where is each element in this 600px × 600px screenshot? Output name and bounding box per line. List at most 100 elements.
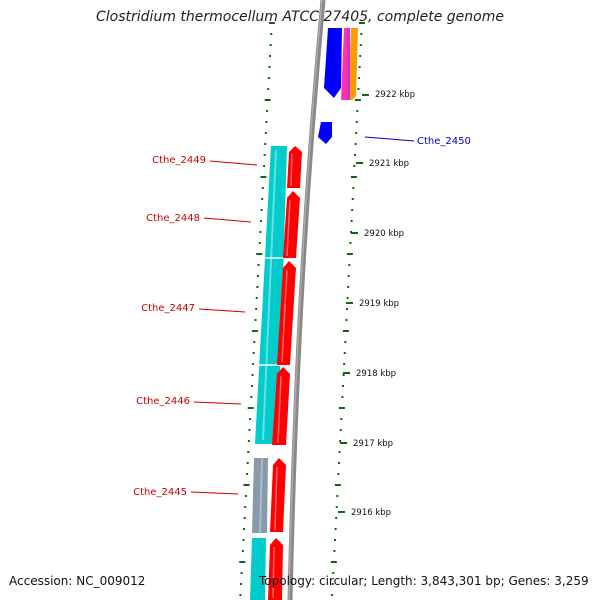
tick-mark <box>244 495 247 497</box>
scale-tick <box>343 372 350 374</box>
tick-mark <box>243 517 246 519</box>
tick-mark <box>342 330 349 332</box>
backbone-line <box>287 0 326 600</box>
label-leader-line <box>209 160 258 166</box>
tick-mark <box>263 165 266 167</box>
gene-block <box>348 28 358 100</box>
tick-mark <box>358 77 361 79</box>
tick-mark <box>252 352 255 354</box>
scale-label: 2921 kbp <box>369 159 409 169</box>
gene-highlight <box>262 149 277 441</box>
tick-mark <box>338 407 345 409</box>
tick-mark <box>336 495 339 497</box>
tick-mark <box>354 143 357 145</box>
tick-mark <box>339 429 342 431</box>
tick-mark <box>257 264 260 266</box>
tick-mark <box>239 561 246 563</box>
tick-mark <box>256 286 259 288</box>
tick-mark <box>246 473 249 475</box>
tick-mark <box>249 418 252 420</box>
tick-mark <box>347 286 350 288</box>
tick-mark <box>264 143 267 145</box>
label-leader-line <box>190 491 239 495</box>
tick-mark <box>243 528 246 530</box>
tick-mark <box>337 473 340 475</box>
tick-mark <box>252 363 255 365</box>
tick-mark <box>256 275 259 277</box>
tick-mark <box>254 319 257 321</box>
scale-labels: 2922 kbp 2921 kbp 2920 kbp 2919 kbp 2918 kbp… <box>338 90 415 518</box>
tick-mark <box>260 176 267 178</box>
tick-mark <box>269 44 272 46</box>
gene-features <box>250 28 358 600</box>
tick-mark <box>346 308 349 310</box>
accession-text: Accession: NC_009012 <box>9 574 146 588</box>
gene-highlight <box>290 153 293 187</box>
tick-mark <box>244 506 247 508</box>
gene-Cthe_2449 <box>287 146 302 188</box>
tick-mark <box>339 440 342 442</box>
gene-Cthe_2447 <box>277 261 296 365</box>
tick-mark <box>338 451 341 453</box>
tick-mark <box>247 451 250 453</box>
tick-mark <box>334 484 341 486</box>
gene-label: Cthe_2447 <box>141 303 195 314</box>
gene-Cthe_2445 <box>270 458 286 532</box>
tick-mark <box>352 187 355 189</box>
tick-mark <box>268 22 275 24</box>
tick-mark <box>354 154 357 156</box>
tick-mark <box>338 462 341 464</box>
tick-mark <box>358 66 361 68</box>
tick-mark <box>332 572 335 574</box>
tick-mark <box>355 121 358 123</box>
tick-mark <box>243 484 250 486</box>
tick-mark <box>265 121 268 123</box>
genome-summary-text: Topology: circular; Length: 3,843,301 bp… <box>259 574 589 588</box>
tick-mark <box>247 407 254 409</box>
tick-mark <box>358 22 365 24</box>
tick-mark <box>340 418 343 420</box>
gene-block <box>324 28 342 98</box>
tick-mark <box>261 187 264 189</box>
tick-mark <box>251 330 258 332</box>
tick-mark <box>334 539 337 541</box>
tick-mark <box>351 209 354 211</box>
tick-mark <box>251 374 254 376</box>
scale-label: 2916 kbp <box>351 508 391 518</box>
tick-mark <box>333 550 336 552</box>
tick-mark <box>270 33 273 35</box>
tick-mark <box>346 297 349 299</box>
tick-mark <box>258 242 261 244</box>
gene-block <box>347 28 350 100</box>
tick-mark <box>247 440 250 442</box>
tick-mark <box>250 385 253 387</box>
tick-mark <box>267 88 270 90</box>
scale-tick <box>340 442 347 444</box>
gene-label: Cthe_2448 <box>146 213 200 224</box>
tick-mark <box>269 55 272 57</box>
scale-label: 2917 kbp <box>353 439 393 449</box>
label-leader-line <box>198 308 246 313</box>
tick-mark <box>250 396 253 398</box>
gene-highlight <box>259 457 263 534</box>
tick-mark <box>360 33 363 35</box>
tick-mark <box>341 396 344 398</box>
tick-mark <box>240 572 243 574</box>
tick-mark <box>351 198 354 200</box>
gene-highlight <box>281 269 288 363</box>
gene-Cthe_2446 <box>272 367 290 445</box>
gene-label: Cthe_2449 <box>152 155 206 166</box>
gene-label: Cthe_2446 <box>136 396 190 407</box>
tick-mark <box>255 297 258 299</box>
tick-mark <box>335 517 338 519</box>
scale-tick <box>362 94 369 96</box>
gene-labels: Cthe_2450 Cthe_2449 Cthe_2448 Cthe_2447 Cthe… <box>133 136 471 498</box>
tick-mark <box>256 253 263 255</box>
tick-mark <box>356 110 359 112</box>
tick-mark <box>350 220 353 222</box>
scale-label: 2920 kbp <box>364 229 404 239</box>
tick-mark <box>264 132 267 134</box>
gene-reverse-strand <box>255 146 287 444</box>
tick-mark <box>353 165 356 167</box>
